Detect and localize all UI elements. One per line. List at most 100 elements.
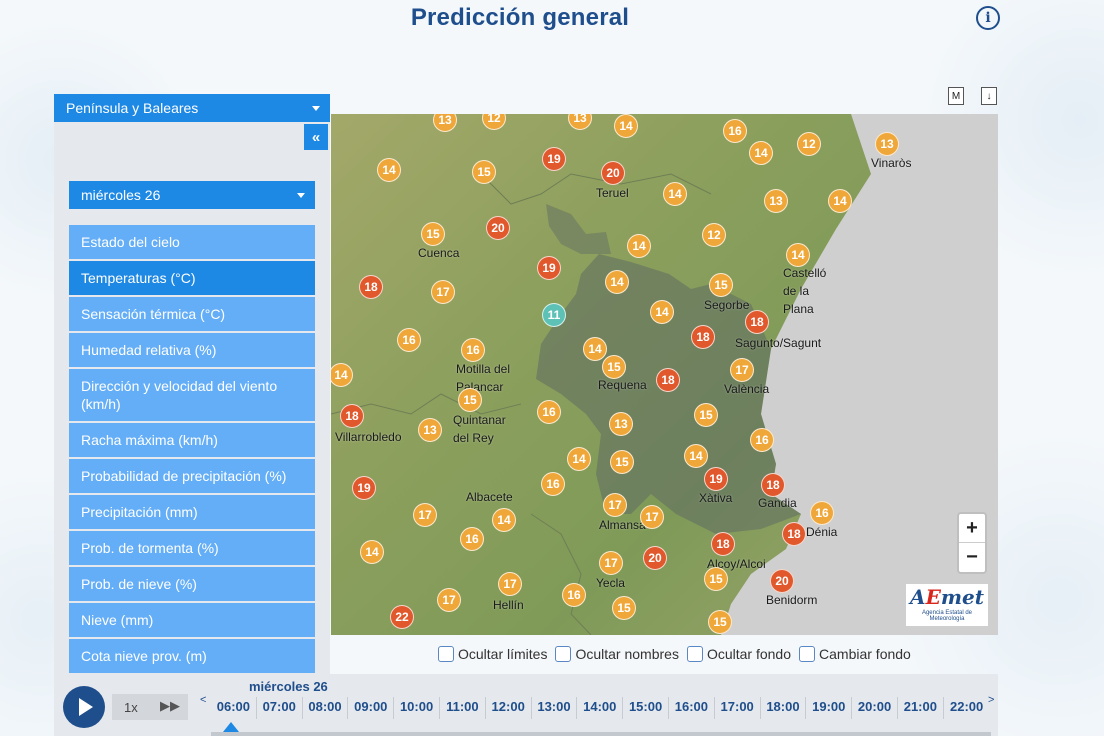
- temperature-marker[interactable]: 14: [614, 114, 638, 138]
- timeline-hour[interactable]: 22:00: [950, 699, 984, 714]
- temperature-marker[interactable]: 17: [437, 588, 461, 612]
- temperature-marker[interactable]: 20: [643, 546, 667, 570]
- temperature-marker[interactable]: 20: [601, 161, 625, 185]
- map-m-icon[interactable]: M: [948, 87, 964, 105]
- collapse-panel-button[interactable]: «: [304, 124, 328, 150]
- play-button[interactable]: [63, 686, 105, 728]
- temperature-marker[interactable]: 14: [749, 141, 773, 165]
- timeline-prev-icon[interactable]: <: [200, 694, 207, 706]
- temperature-marker[interactable]: 14: [627, 234, 651, 258]
- temperature-marker[interactable]: 16: [562, 583, 586, 607]
- timeline-next-icon[interactable]: >: [988, 694, 995, 706]
- temperature-marker[interactable]: 19: [352, 476, 376, 500]
- menu-item[interactable]: Racha máxima (km/h): [69, 423, 315, 457]
- checkbox[interactable]: [438, 646, 454, 662]
- option-toggle[interactable]: Ocultar nombres: [555, 646, 679, 662]
- menu-item[interactable]: Prob. de nieve (%): [69, 567, 315, 601]
- menu-item[interactable]: Precipitación (mm): [69, 495, 315, 529]
- temperature-marker[interactable]: 17: [603, 493, 627, 517]
- temperature-marker[interactable]: 18: [340, 404, 364, 428]
- timeline-hour[interactable]: 10:00: [394, 697, 440, 719]
- menu-item[interactable]: Temperaturas (°C): [69, 261, 315, 295]
- day-select[interactable]: miércoles 26: [69, 181, 315, 209]
- temperature-marker[interactable]: 15: [694, 403, 718, 427]
- temperature-marker[interactable]: 16: [810, 501, 834, 525]
- timeline-hour[interactable]: 08:00: [303, 697, 349, 719]
- menu-item[interactable]: Probabilidad de precipitación (%): [69, 459, 315, 493]
- temperature-marker[interactable]: 20: [486, 216, 510, 240]
- temperature-marker[interactable]: 15: [708, 610, 732, 634]
- timeline-hour[interactable]: 06:00: [211, 697, 257, 719]
- timeline-hour[interactable]: 13:00: [532, 697, 578, 719]
- timeline-hour[interactable]: 18:00: [761, 697, 807, 719]
- option-toggle[interactable]: Ocultar fondo: [686, 646, 791, 662]
- timeline-hour[interactable]: 16:00: [669, 697, 715, 719]
- option-toggle[interactable]: Cambiar fondo: [799, 646, 911, 662]
- checkbox[interactable]: [555, 646, 572, 662]
- timeline-hour[interactable]: 21:00: [898, 697, 944, 719]
- temperature-marker[interactable]: 14: [684, 444, 708, 468]
- temperature-marker[interactable]: 15: [602, 355, 626, 379]
- temperature-marker[interactable]: 15: [610, 450, 634, 474]
- temperature-marker[interactable]: 18: [711, 532, 735, 556]
- fast-forward-icon[interactable]: ▶▶: [160, 698, 180, 713]
- temperature-marker[interactable]: 18: [656, 368, 680, 392]
- temperature-marker[interactable]: 18: [691, 325, 715, 349]
- temperature-marker[interactable]: 16: [460, 527, 484, 551]
- temperature-marker[interactable]: 15: [704, 567, 728, 591]
- menu-item[interactable]: Cota nieve prov. (m): [69, 639, 315, 673]
- timeline-hour[interactable]: 09:00: [348, 697, 395, 719]
- temperature-marker[interactable]: 13: [609, 412, 633, 436]
- timeline-hour[interactable]: 20:00: [852, 697, 898, 719]
- timeline-hour[interactable]: 19:00: [806, 697, 853, 719]
- temperature-marker[interactable]: 16: [750, 428, 774, 452]
- temperature-marker[interactable]: 14: [492, 508, 516, 532]
- temperature-marker[interactable]: 13: [418, 418, 442, 442]
- temperature-marker[interactable]: 14: [663, 182, 687, 206]
- temperature-marker[interactable]: 16: [397, 328, 421, 352]
- temperature-marker[interactable]: 19: [537, 256, 561, 280]
- temperature-marker[interactable]: 19: [704, 467, 728, 491]
- menu-item[interactable]: Dirección y velocidad del viento (km/h): [69, 369, 315, 421]
- menu-item[interactable]: Prob. de tormenta (%): [69, 531, 315, 565]
- temperature-marker[interactable]: 18: [782, 522, 806, 546]
- temperature-marker[interactable]: 13: [433, 114, 457, 132]
- menu-item[interactable]: Sensación térmica (°C): [69, 297, 315, 331]
- speed-control[interactable]: 1x ▶▶: [112, 694, 188, 720]
- zoom-in-button[interactable]: +: [959, 514, 985, 543]
- temperature-marker[interactable]: 15: [458, 388, 482, 412]
- temperature-marker[interactable]: 13: [875, 132, 899, 156]
- temperature-marker[interactable]: 12: [797, 132, 821, 156]
- temperature-marker[interactable]: 15: [421, 222, 445, 246]
- temperature-marker[interactable]: 14: [567, 447, 591, 471]
- temperature-marker[interactable]: 14: [331, 363, 353, 387]
- timeline-hour[interactable]: 07:00: [257, 697, 303, 719]
- temperature-marker[interactable]: 15: [472, 160, 496, 184]
- option-toggle[interactable]: Ocultar límites: [438, 646, 547, 662]
- temperature-marker[interactable]: 11: [542, 303, 566, 327]
- temperature-marker[interactable]: 13: [764, 189, 788, 213]
- temperature-marker[interactable]: 16: [541, 472, 565, 496]
- timeline-hour[interactable]: 15:00: [623, 697, 669, 719]
- temperature-marker[interactable]: 12: [702, 223, 726, 247]
- temperature-marker[interactable]: 18: [761, 473, 785, 497]
- temperature-marker[interactable]: 16: [461, 338, 485, 362]
- download-icon[interactable]: ↓: [981, 87, 997, 105]
- temperature-marker[interactable]: 14: [786, 243, 810, 267]
- menu-item[interactable]: Nieve (mm): [69, 603, 315, 637]
- temperature-marker[interactable]: 14: [828, 189, 852, 213]
- timeline-hour[interactable]: 17:00: [715, 697, 761, 719]
- temperature-marker[interactable]: 17: [413, 503, 437, 527]
- weather-map[interactable]: Vinaròs Teruel Cuenca Castelló de la Plana S…: [331, 114, 998, 635]
- timeline-hour[interactable]: 12:00: [486, 697, 532, 719]
- temperature-marker[interactable]: 20: [770, 569, 794, 593]
- temperature-marker[interactable]: 22: [390, 605, 414, 629]
- timeline-marker[interactable]: [223, 722, 239, 732]
- temperature-marker[interactable]: 16: [537, 400, 561, 424]
- temperature-marker[interactable]: 14: [583, 337, 607, 361]
- temperature-marker[interactable]: 17: [431, 280, 455, 304]
- menu-item[interactable]: Humedad relativa (%): [69, 333, 315, 367]
- menu-item[interactable]: Estado del cielo: [69, 225, 315, 259]
- temperature-marker[interactable]: 17: [640, 505, 664, 529]
- timeline-track[interactable]: [211, 732, 991, 736]
